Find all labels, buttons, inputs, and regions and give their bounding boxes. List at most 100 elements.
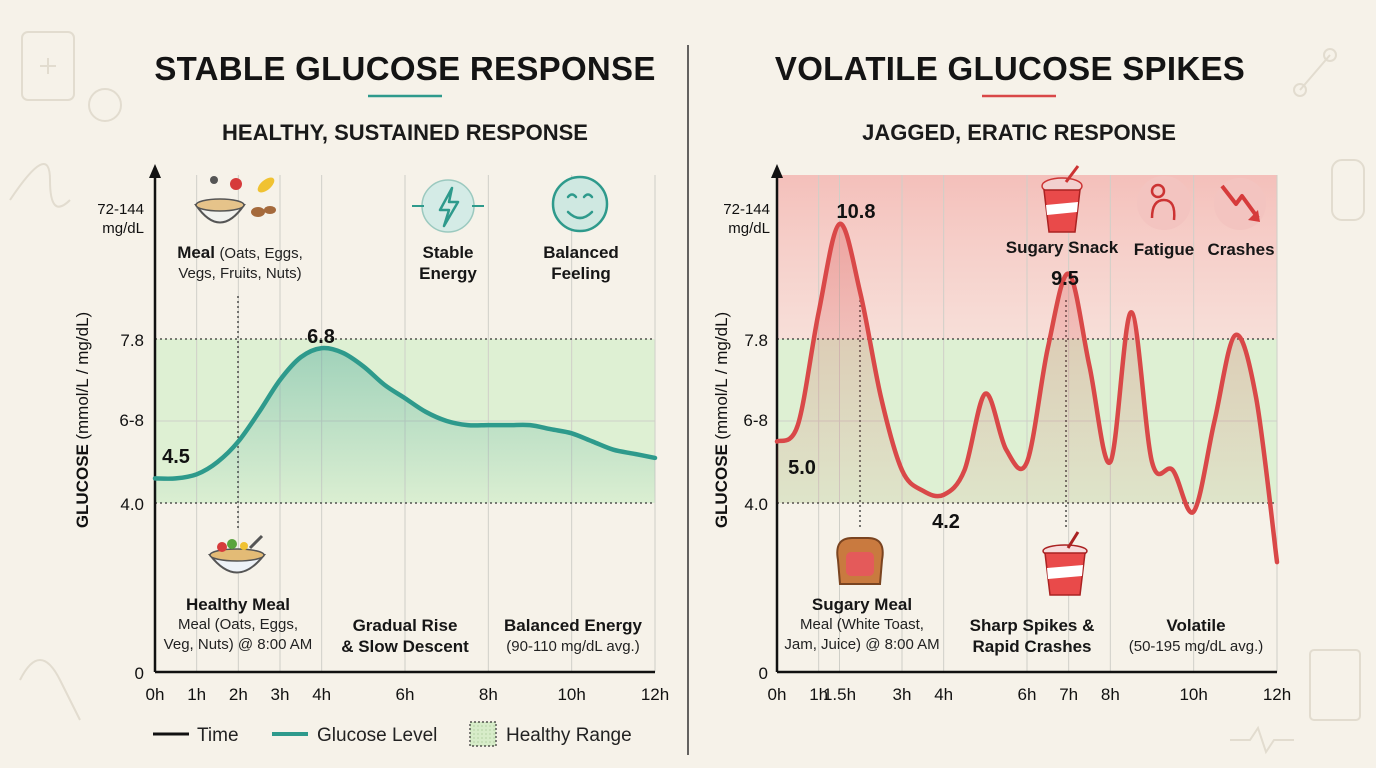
stable-panel: STABLE GLUCOSE RESPONSE HEALTHY, SUSTAIN… [73, 50, 669, 704]
y-axis-title-bold: GLUCOSE [712, 444, 731, 528]
stable-energy-note-line2: Energy [419, 264, 477, 283]
y-tick-label: 6-8 [743, 411, 768, 430]
volatile-detail: (50-195 mg/dL avg.) [1129, 638, 1264, 655]
smiley-face-icon [551, 175, 609, 233]
toast-icon [836, 537, 884, 585]
heartbeat-icon [1230, 725, 1294, 755]
sugary-drink-icon [1041, 165, 1083, 233]
y-tick-label: 4.0 [120, 495, 144, 514]
sugary-meal-detail: Meal (White Toast, [800, 616, 924, 633]
x-tick-label: 3h [893, 685, 912, 704]
y-tick-label: 7.8 [744, 331, 768, 350]
legend-healthy-swatch [469, 721, 497, 747]
pill-icon [88, 88, 122, 122]
meal-note-bold: Meal [177, 243, 215, 262]
x-tick-label: 12h [641, 685, 669, 704]
balanced-feeling-note-line2: Feeling [551, 264, 611, 283]
clipboard-icon [1309, 649, 1361, 721]
crash-arrow-icon [1214, 178, 1266, 230]
spikes-note: Sharp Spikes & [970, 616, 1095, 635]
x-tick-label: 6h [1018, 685, 1037, 704]
medical-kit-icon [21, 31, 75, 101]
meal-bowl-icon [194, 176, 276, 224]
value-label: 10.8 [837, 201, 876, 223]
x-tick-label: 4h [934, 685, 953, 704]
y-tick-label: 6-8 [119, 411, 144, 430]
x-tick-label: 0h [146, 685, 165, 704]
flask-icon [19, 659, 81, 721]
glucose-line-volatile [774, 221, 1280, 565]
y-axis-arrow-icon [771, 164, 783, 178]
chart-title: STABLE GLUCOSE RESPONSE [154, 50, 655, 87]
y-axis-title-unit: (mmol/L / mg/dL) [712, 312, 731, 440]
y-axis-arrow-icon [149, 164, 161, 178]
glucose-line-stable [152, 345, 658, 481]
molecule-node-icon [1293, 83, 1307, 97]
glucose-area [155, 347, 655, 503]
volatile-title: Volatile [1166, 616, 1225, 635]
y-range-note-unit: mg/dL [102, 220, 144, 237]
y-range-note-unit: mg/dL [728, 220, 770, 237]
stethoscope-icon [9, 163, 71, 208]
stable-energy-note: Stable [422, 243, 473, 262]
healthy-meal-detail: Meal (Oats, Eggs, [178, 616, 298, 633]
molecule-bond-icon [1299, 54, 1331, 91]
meal-note-text: (Oats, Eggs, [219, 245, 302, 262]
chart-subtitle: HEALTHY, SUSTAINED RESPONSE [222, 120, 588, 145]
y-tick-label: 4.0 [744, 495, 768, 514]
x-tick-label: 10h [1179, 685, 1207, 704]
x-tick-label: 1h [809, 685, 828, 704]
medical-cross-icon [40, 58, 56, 74]
x-tick-label: 10h [557, 685, 585, 704]
fatigue-note: Fatigue [1134, 240, 1194, 259]
x-tick-label: 6h [396, 685, 415, 704]
legend: Time Glucose Level Healthy Range [153, 721, 632, 747]
lightning-bolt-icon [412, 179, 484, 233]
y-axis-title: GLUCOSE (mmol/L / mg/dL) [73, 312, 92, 528]
value-label: 4.2 [932, 511, 960, 533]
value-label: 6.8 [307, 326, 335, 348]
x-tick-label: 0h [768, 685, 787, 704]
value-label: 4.5 [162, 446, 190, 468]
y-tick-label: 7.8 [120, 331, 144, 350]
x-tick-label: 12h [1263, 685, 1291, 704]
x-tick-label: 2h [229, 685, 248, 704]
sugary-snack-note: Sugary Snack [1006, 238, 1119, 257]
healthy-meal-bowl-icon [207, 534, 267, 574]
spikes-note-line2: Rapid Crashes [972, 637, 1091, 656]
x-tick-label: 4h [312, 685, 331, 704]
x-tick-labels: 0h 1h1.5h 3h 4h 6h 7h 8h 10h 12h [768, 685, 1292, 704]
balanced-energy-title: Balanced Energy [504, 616, 642, 635]
meal-note-line2: Vegs, Fruits, Nuts) [178, 265, 301, 282]
balanced-energy-detail: (90-110 mg/dL avg.) [506, 638, 639, 655]
gradual-rise-note: Gradual Rise [353, 616, 458, 635]
fatigue-icon [1137, 176, 1191, 230]
juice-cup-icon [1042, 531, 1088, 596]
x-tick-label: 1.5h [823, 685, 856, 704]
chart-title: VOLATILE GLUCOSE SPIKES [775, 50, 1245, 87]
sugary-meal-title: Sugary Meal [812, 595, 912, 614]
chart-subtitle: JAGGED, ERATIC RESPONSE [862, 120, 1176, 145]
x-tick-label: 3h [271, 685, 290, 704]
glucose-area [777, 223, 1277, 563]
legend-glucose-label: Glucose Level [317, 725, 437, 746]
crashes-note: Crashes [1207, 240, 1274, 259]
y-axis-title-unit: (mmol/L / mg/dL) [73, 312, 92, 440]
x-tick-labels: 0h 1h 2h 3h 4h 6h 8h 10h 12h [146, 685, 670, 704]
healthy-meal-title: Healthy Meal [186, 595, 290, 614]
y-tick-label: 0 [759, 664, 768, 683]
volatile-panel: VOLATILE GLUCOSE SPIKES JAGGED, ERATIC R… [712, 50, 1291, 704]
y-range-note: 72-144 [97, 201, 144, 218]
background-doodles [9, 31, 1365, 755]
x-tick-label: 8h [1101, 685, 1120, 704]
y-tick-label: 0 [135, 664, 144, 683]
gradual-rise-note-line2: & Slow Descent [341, 637, 469, 656]
x-tick-label: 7h [1059, 685, 1078, 704]
sugary-meal-detail-line2: Jam, Juice) @ 8:00 AM [784, 636, 939, 653]
balanced-feeling-note: Balanced [543, 243, 619, 262]
value-label: 9.5 [1051, 268, 1079, 290]
meal-note: Meal (Oats, Eggs, [177, 243, 303, 262]
y-axis-title: GLUCOSE (mmol/L / mg/dL) [712, 312, 731, 528]
legend-time-label: Time [197, 725, 239, 746]
glucose-meter-icon [1331, 159, 1365, 221]
